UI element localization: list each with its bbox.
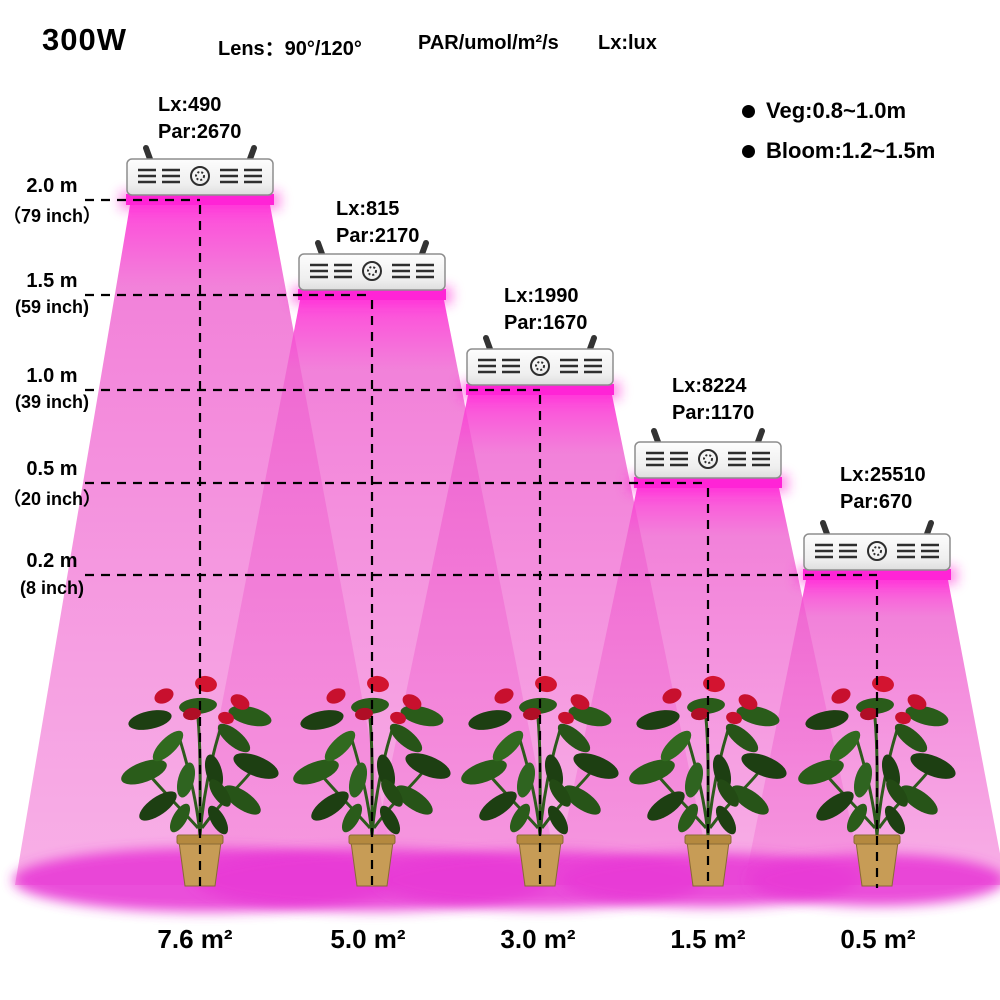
lux-unit-label: Lx:lux bbox=[598, 32, 657, 54]
height-label-15m-inch: (59 inch) bbox=[14, 297, 89, 317]
par-value: Par:1170 bbox=[672, 402, 755, 424]
area-label-3: 3.0 m² bbox=[500, 924, 576, 954]
bullet-icon bbox=[742, 104, 755, 118]
par-value: Par:2670 bbox=[158, 121, 242, 143]
par-unit-label: PAR/umol/m²/s bbox=[418, 32, 559, 54]
height-label-02m: 0.2 m bbox=[26, 550, 78, 572]
height-label-2m-inch: （79 inch） bbox=[2, 206, 102, 226]
area-label-5: 0.5 m² bbox=[840, 924, 916, 954]
light-readout-4: Lx:8224 Par:1170 bbox=[672, 373, 754, 427]
legend-bloom: Bloom:1.2~1.5m bbox=[742, 138, 935, 164]
height-label-1m-inch: (39 inch) bbox=[14, 392, 89, 412]
height-label-05m-inch: （20 inch） bbox=[2, 489, 102, 509]
legend-bloom-label: Bloom:1.2~1.5m bbox=[766, 138, 936, 163]
height-label-2m: 2.0 m bbox=[26, 175, 78, 197]
light-readout-5: Lx:25510 Par:670 bbox=[840, 462, 926, 516]
area-label-2: 5.0 m² bbox=[330, 924, 406, 954]
height-label-05m: 0.5 m bbox=[26, 458, 78, 480]
legend-veg-label: Veg:0.8~1.0m bbox=[766, 98, 907, 123]
lux-value: Lx:8224 bbox=[672, 375, 747, 397]
bullet-icon bbox=[742, 144, 755, 158]
height-label-1m: 1.0 m bbox=[26, 365, 78, 387]
area-label-4: 1.5 m² bbox=[670, 924, 746, 954]
lens-spec-label: Lens：90°/120° bbox=[218, 38, 362, 60]
height-label-02m-inch: (8 inch) bbox=[19, 578, 84, 598]
area-label-1: 7.6 m² bbox=[157, 924, 233, 954]
light-readout-1: Lx:490 Par:2670 bbox=[158, 92, 241, 146]
wattage-label: 300W bbox=[42, 22, 127, 57]
lux-value: Lx:25510 bbox=[840, 464, 926, 486]
legend-veg: Veg:0.8~1.0m bbox=[742, 98, 906, 124]
light-readout-2: Lx:815 Par:2170 bbox=[336, 196, 419, 250]
lux-value: Lx:490 bbox=[158, 94, 222, 116]
par-value: Par:1670 bbox=[504, 312, 588, 334]
par-value: Par:670 bbox=[840, 491, 913, 513]
dashed-guides bbox=[85, 198, 879, 888]
height-label-15m: 1.5 m bbox=[26, 270, 78, 292]
lux-value: Lx:1990 bbox=[504, 285, 579, 307]
lux-value: Lx:815 bbox=[336, 198, 400, 220]
par-value: Par:2170 bbox=[336, 225, 420, 247]
light-readout-3: Lx:1990 Par:1670 bbox=[504, 283, 587, 337]
